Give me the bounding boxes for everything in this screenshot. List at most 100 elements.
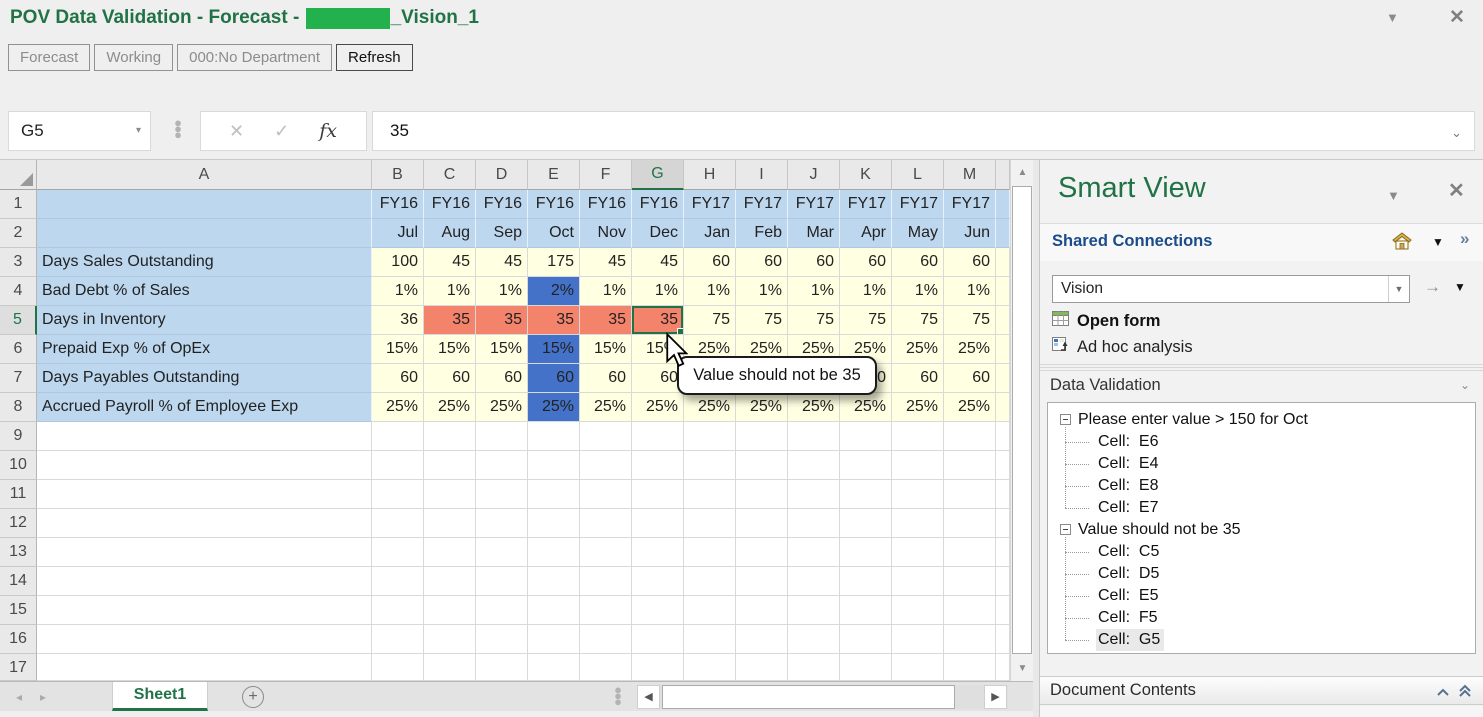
cell-E13[interactable] [528,538,580,567]
cell-I11[interactable] [736,480,788,509]
cell-G2[interactable]: Dec [632,219,684,248]
cell-C3[interactable]: 45 [424,248,476,277]
validation-cell-E5[interactable]: Cell: E5 [1048,585,1475,607]
cell-C5[interactable]: 35 [424,306,476,335]
row-header-13[interactable]: 13 [0,538,37,567]
cell-C17[interactable] [424,654,476,681]
cell-F15[interactable] [580,596,632,625]
collapse-minus-icon[interactable] [1060,524,1071,535]
cell-K1[interactable]: FY17 [840,190,892,219]
cell-L15[interactable] [892,596,944,625]
column-header-G[interactable]: G [632,160,684,190]
cell-I17[interactable] [736,654,788,681]
cell-I3[interactable]: 60 [736,248,788,277]
cell-L3[interactable]: 60 [892,248,944,277]
cell-K5[interactable]: 75 [840,306,892,335]
cell-D12[interactable] [476,509,528,538]
validation-cell-E8[interactable]: Cell: E8 [1048,475,1475,497]
validation-cell-C5[interactable]: Cell: C5 [1048,541,1475,563]
cell-J4[interactable]: 1% [788,277,840,306]
cell-C2[interactable]: Aug [424,219,476,248]
row-header-7[interactable]: 7 [0,364,37,393]
validation-cell-F5[interactable]: Cell: F5 [1048,607,1475,629]
connection-select[interactable]: Vision ▼ [1052,275,1410,303]
cell-D1[interactable]: FY16 [476,190,528,219]
validation-cell-D5[interactable]: Cell: D5 [1048,563,1475,585]
cell-partial-12[interactable] [996,509,1010,538]
cell-I8[interactable]: 25% [736,393,788,422]
cell-E3[interactable]: 175 [528,248,580,277]
row-header-8[interactable]: 8 [0,393,37,422]
cell-G17[interactable] [632,654,684,681]
cell-L9[interactable] [892,422,944,451]
cell-L7[interactable]: 60 [892,364,944,393]
cell-K14[interactable] [840,567,892,596]
cell-E14[interactable] [528,567,580,596]
cell-A3[interactable]: Days Sales Outstanding [37,248,372,277]
cell-G1[interactable]: FY16 [632,190,684,219]
cell-G4[interactable]: 1% [632,277,684,306]
cell-C15[interactable] [424,596,476,625]
name-box[interactable]: G5 ▾ [8,111,151,151]
cell-D13[interactable] [476,538,528,567]
cell-J8[interactable]: 25% [788,393,840,422]
cell-D5[interactable]: 35 [476,306,528,335]
cell-C13[interactable] [424,538,476,567]
cell-E15[interactable] [528,596,580,625]
connections-more-icon[interactable]: » [1460,229,1470,248]
cell-J15[interactable] [788,596,840,625]
cell-H13[interactable] [684,538,736,567]
cell-B13[interactable] [372,538,424,567]
cell-G7[interactable]: 60 [632,364,684,393]
cell-B16[interactable] [372,625,424,654]
cell-H14[interactable] [684,567,736,596]
row-header-14[interactable]: 14 [0,567,37,596]
cell-B10[interactable] [372,451,424,480]
cell-E9[interactable] [528,422,580,451]
cell-D15[interactable] [476,596,528,625]
cell-L16[interactable] [892,625,944,654]
cell-M5[interactable]: 75 [944,306,996,335]
cell-I16[interactable] [736,625,788,654]
column-header-J[interactable]: J [788,160,840,190]
cell-L1[interactable]: FY17 [892,190,944,219]
vertical-scroll-thumb[interactable] [1012,186,1032,654]
cell-J5[interactable]: 75 [788,306,840,335]
cell-H17[interactable] [684,654,736,681]
cell-M8[interactable]: 25% [944,393,996,422]
row-header-11[interactable]: 11 [0,480,37,509]
cell-L8[interactable]: 25% [892,393,944,422]
cell-D2[interactable]: Sep [476,219,528,248]
cell-partial-11[interactable] [996,480,1010,509]
pov-forecast-button[interactable]: Forecast [8,44,91,71]
cell-L5[interactable]: 75 [892,306,944,335]
cell-A1[interactable] [37,190,372,219]
cell-A12[interactable] [37,509,372,538]
cell-H3[interactable]: 60 [684,248,736,277]
cell-B9[interactable] [372,422,424,451]
cell-M12[interactable] [944,509,996,538]
cell-partial-17[interactable] [996,654,1010,681]
cell-G8[interactable]: 25% [632,393,684,422]
cell-D7[interactable]: 60 [476,364,528,393]
cell-H12[interactable] [684,509,736,538]
cell-L13[interactable] [892,538,944,567]
scroll-up-icon[interactable]: ▲ [1017,167,1028,178]
cell-D11[interactable] [476,480,528,509]
cell-I10[interactable] [736,451,788,480]
cell-L11[interactable] [892,480,944,509]
horizontal-scroll-thumb[interactable] [662,685,955,709]
cell-H11[interactable] [684,480,736,509]
connections-dropdown-icon[interactable]: ▼ [1432,235,1444,249]
cell-A13[interactable] [37,538,372,567]
cell-J12[interactable] [788,509,840,538]
collapse-all-up-icon[interactable] [1458,684,1472,703]
cell-I5[interactable]: 75 [736,306,788,335]
cell-F3[interactable]: 45 [580,248,632,277]
cell-G11[interactable] [632,480,684,509]
cell-G3[interactable]: 45 [632,248,684,277]
formula-input[interactable]: 35 ⌄ [372,111,1475,151]
row-header-10[interactable]: 10 [0,451,37,480]
cell-F13[interactable] [580,538,632,567]
cell-C7[interactable]: 60 [424,364,476,393]
